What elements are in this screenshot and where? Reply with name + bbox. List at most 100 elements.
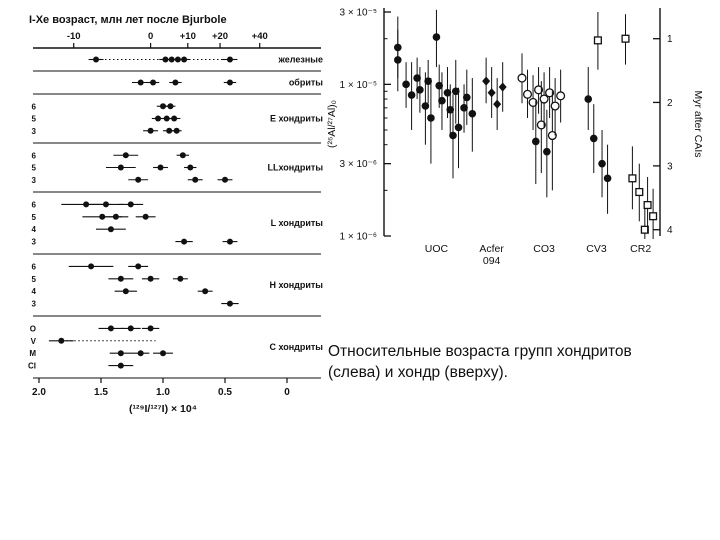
ixe-row-label: 5 xyxy=(32,115,37,124)
data-point xyxy=(643,200,652,210)
ixe-top-tick-label: +10 xyxy=(180,31,196,42)
data-point xyxy=(167,103,174,110)
data-point xyxy=(517,73,527,83)
data-point xyxy=(449,131,457,140)
data-point xyxy=(432,33,441,41)
ixe-row-label: 5 xyxy=(32,213,37,222)
data-point xyxy=(421,102,430,110)
data-point xyxy=(451,87,460,96)
data-point xyxy=(454,123,463,132)
ixe-group-label: Е хондриты xyxy=(270,114,323,124)
data-point xyxy=(443,88,452,97)
data-point xyxy=(394,56,402,64)
ixe-top-tick-label: +20 xyxy=(212,31,228,42)
ixe-age-chart: I-Xe возраст, млн лет после Bjurbole -10 0… xyxy=(28,14,323,415)
series-diamond-filled xyxy=(482,57,507,131)
figure-caption: Относительные возраста групп хондритов (… xyxy=(328,341,710,384)
ixe-x-tick-label: 2.0 xyxy=(32,387,46,398)
almg-y-tick-label: 1 × 10⁻⁵ xyxy=(339,80,377,91)
data-point xyxy=(446,105,455,114)
data-point xyxy=(107,226,114,233)
almg-y-tick-label: 3 × 10⁻⁵ xyxy=(339,8,377,19)
data-point xyxy=(628,174,637,183)
series-circle-filled xyxy=(584,67,612,214)
data-point xyxy=(435,81,443,90)
ixe-row-label: 6 xyxy=(32,151,37,160)
data-point xyxy=(550,101,560,111)
data-point xyxy=(83,201,90,208)
data-point xyxy=(135,176,142,183)
data-point xyxy=(181,238,188,245)
ixe-row-label: O xyxy=(30,324,36,333)
data-point xyxy=(534,85,544,95)
data-point xyxy=(543,147,551,156)
ixe-group-label: LLхондриты xyxy=(267,163,323,173)
almg-right-axis-label: Myr after CAIs xyxy=(692,90,704,157)
data-point xyxy=(402,80,410,89)
ixe-top-axis: -10 0 +10 +20 +40 xyxy=(33,31,321,49)
data-point xyxy=(160,103,166,110)
almg-category-label: CO3 xyxy=(533,243,555,255)
data-point xyxy=(147,127,154,134)
almg-category-label: CR2 xyxy=(630,243,651,255)
data-point xyxy=(172,79,179,86)
data-point xyxy=(142,213,149,220)
data-point xyxy=(593,36,602,45)
data-point xyxy=(160,350,166,357)
ixe-chart-container: I-Xe возраст, млн лет после Bjurbole -10 0… xyxy=(25,10,327,437)
ixe-top-tick-label: -10 xyxy=(67,31,81,42)
data-point xyxy=(171,115,178,122)
almg-y-axis-label: (²⁶Al/²⁷Al)₀ xyxy=(326,100,338,148)
data-point xyxy=(147,325,154,332)
ixe-group-label: С хондриты xyxy=(269,342,323,352)
al-mg-chart: 3 × 10⁻⁵ 1 × 10⁻⁵ 3 × 10⁻⁶ 1 × 10⁻⁶ 1 2 3 4 (²⁶A… xyxy=(326,8,704,268)
data-point xyxy=(407,91,416,99)
ixe-row-label: 3 xyxy=(32,238,37,247)
almg-category-label: Acfer xyxy=(479,243,504,255)
data-point xyxy=(163,115,170,122)
caption-line1: Относительные возраста групп хондритов xyxy=(328,343,632,360)
data-point xyxy=(122,152,129,159)
data-point xyxy=(545,88,555,98)
data-point xyxy=(498,82,507,92)
almg-y-tick-label: 3 × 10⁻⁶ xyxy=(340,159,377,170)
data-point xyxy=(117,164,124,171)
ixe-x-axis-label: (¹²⁹I/¹²⁷I) × 10⁴ xyxy=(129,403,197,415)
data-point xyxy=(416,86,424,94)
data-point xyxy=(137,79,144,86)
ixe-x-tick-label: 0 xyxy=(284,387,290,398)
ixe-x-tick-label: 1.5 xyxy=(94,387,108,398)
series-circle-filled xyxy=(532,100,551,198)
data-point xyxy=(556,91,566,101)
almg-right-tick-label: 1 xyxy=(667,34,673,45)
data-point xyxy=(226,300,233,307)
data-point xyxy=(187,164,194,171)
data-point xyxy=(88,263,95,270)
data-point xyxy=(226,238,233,245)
data-point xyxy=(413,74,421,82)
data-point xyxy=(226,56,233,63)
ixe-row-label: CI xyxy=(28,362,36,371)
data-point xyxy=(137,350,144,357)
almg-right-tick-label: 4 xyxy=(667,225,673,236)
data-point xyxy=(107,325,114,332)
data-point xyxy=(150,79,157,86)
data-point xyxy=(427,114,435,122)
data-point xyxy=(162,56,169,63)
ixe-row-label: 5 xyxy=(32,164,37,173)
data-point xyxy=(635,187,644,197)
ixe-row-label: 6 xyxy=(32,200,37,209)
data-point xyxy=(93,56,100,63)
data-point xyxy=(640,225,649,234)
data-point xyxy=(424,77,432,85)
ixe-row-label: 6 xyxy=(32,102,37,111)
data-point xyxy=(122,288,129,295)
series-circle-open xyxy=(517,53,566,191)
ixe-x-tick-label: 0.5 xyxy=(218,387,232,398)
data-point xyxy=(584,95,593,103)
ixe-top-tick-label: +40 xyxy=(252,31,268,42)
almg-chart-container: 3 × 10⁻⁵ 1 × 10⁻⁵ 3 × 10⁻⁶ 1 × 10⁻⁶ 1 2 3 4 (²⁶A… xyxy=(322,0,720,295)
data-point xyxy=(112,213,119,220)
data-point xyxy=(589,134,598,143)
